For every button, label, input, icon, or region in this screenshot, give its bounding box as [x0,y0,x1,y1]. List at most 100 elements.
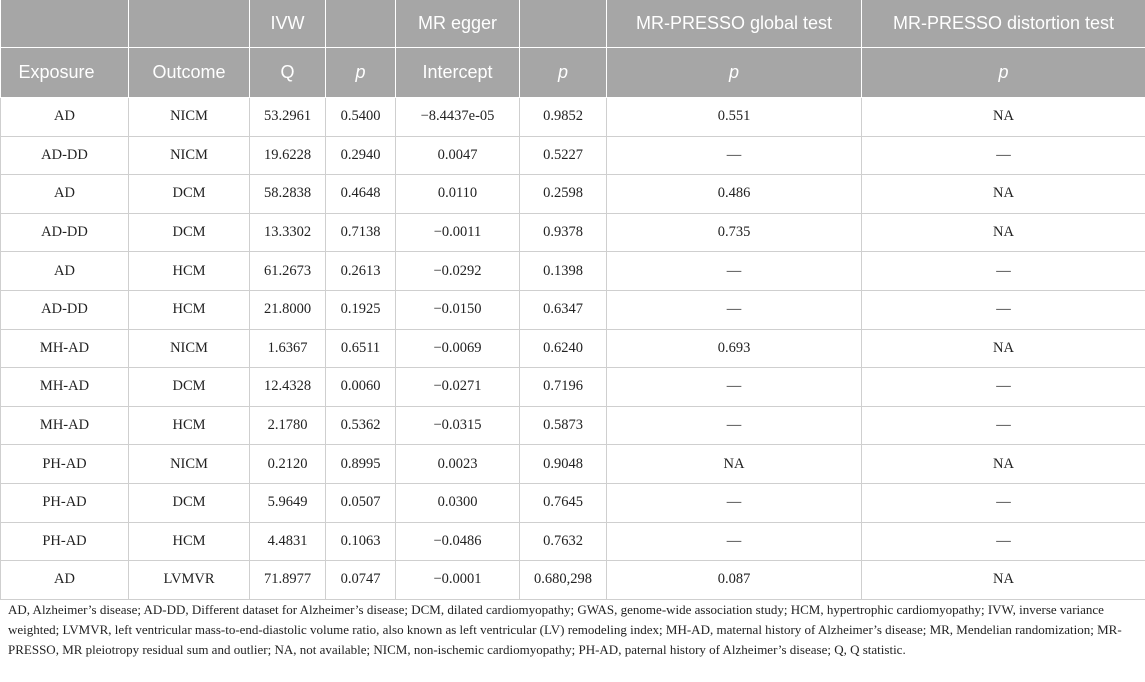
table-body: AD NICM 53.2961 0.5400 −8.4437e-05 0.9852 0.55… [0,97,1145,600]
header-mr-egger: MR egger [395,0,520,48]
cell-global-p: NA [606,444,862,484]
cell-outcome: LVMVR [128,560,250,600]
cell-distortion-p: NA [861,97,1145,137]
cell-exposure: AD [0,560,129,600]
table-footnote: AD, Alzheimer’s disease; AD-DD, Differen… [8,602,1122,657]
cell-egger-p: 0.7645 [519,483,607,523]
header-distortion-p: p [861,47,1145,98]
table-row: AD LVMVR 71.8977 0.0747 −0.0001 0.680,298 0.08… [0,560,1145,600]
header-egger-p: p [519,47,607,98]
header-exposure: Exposure [0,47,129,98]
cell-distortion-p: — [861,251,1145,291]
cell-distortion-p: — [861,406,1145,446]
table-header: IVW MR egger MR-PRESSO global test MR-PR… [0,0,1145,98]
cell-egger-p: 0.5227 [519,136,607,176]
cell-exposure: AD-DD [0,290,129,330]
cell-q: 2.1780 [249,406,326,446]
cell-ivw-p: 0.6511 [325,329,396,369]
cell-outcome: NICM [128,444,250,484]
cell-exposure: PH-AD [0,483,129,523]
cell-global-p: — [606,367,862,407]
header-presso-global: MR-PRESSO global test [606,0,862,48]
cell-global-p: — [606,290,862,330]
cell-exposure: AD [0,97,129,137]
cell-global-p: — [606,136,862,176]
table-row: AD HCM 61.2673 0.2613 −0.0292 0.1398— — [0,251,1145,291]
cell-global-p: 0.735 [606,213,862,253]
cell-exposure: MH-AD [0,406,129,446]
cell-distortion-p: — [861,290,1145,330]
cell-egger-p: 0.7632 [519,522,607,562]
header-ivw-p: p [325,47,396,98]
cell-outcome: HCM [128,251,250,291]
cell-q: 1.6367 [249,329,326,369]
cell-outcome: HCM [128,290,250,330]
cell-egger-p: 0.6347 [519,290,607,330]
cell-outcome: NICM [128,329,250,369]
cell-intercept: −0.0001 [395,560,520,600]
header-presso-distortion: MR-PRESSO distortion test [861,0,1145,48]
cell-global-p: — [606,522,862,562]
cell-q: 58.2838 [249,174,326,214]
cell-q: 0.2120 [249,444,326,484]
cell-ivw-p: 0.0747 [325,560,396,600]
cell-ivw-p: 0.2940 [325,136,396,176]
cell-outcome: NICM [128,136,250,176]
table-row: PH-AD NICM 0.2120 0.8995 0.0023 0.9048 NA NA [0,444,1145,484]
cell-q: 21.8000 [249,290,326,330]
cell-outcome: DCM [128,483,250,523]
cell-intercept: 0.0023 [395,444,520,484]
cell-intercept: −0.0486 [395,522,520,562]
cell-intercept: −0.0315 [395,406,520,446]
header-ivw: IVW [249,0,326,48]
cell-ivw-p: 0.2613 [325,251,396,291]
cell-ivw-p: 0.1063 [325,522,396,562]
cell-outcome: DCM [128,213,250,253]
cell-global-p: — [606,406,862,446]
cell-intercept: 0.0300 [395,483,520,523]
cell-intercept: 0.0110 [395,174,520,214]
cell-distortion-p: NA [861,329,1145,369]
cell-intercept: −0.0150 [395,290,520,330]
header-cell-empty [0,0,129,48]
cell-ivw-p: 0.1925 [325,290,396,330]
header-cell-empty [128,0,250,48]
cell-outcome: HCM [128,406,250,446]
cell-intercept: −0.0011 [395,213,520,253]
cell-distortion-p: — [861,522,1145,562]
cell-intercept: −0.0069 [395,329,520,369]
cell-distortion-p: — [861,367,1145,407]
table-row: AD NICM 53.2961 0.5400 −8.4437e-05 0.9852 0.55… [0,97,1145,137]
header-row-columns: Exposure Outcome Q p Intercept p p p [0,47,1145,98]
cell-q: 12.4328 [249,367,326,407]
cell-outcome: DCM [128,174,250,214]
cell-exposure: AD-DD [0,136,129,176]
cell-global-p: 0.087 [606,560,862,600]
table-row: AD-DD DCM 13.3302 0.7138 −0.0011 0.9378 0.735 N… [0,213,1145,253]
cell-ivw-p: 0.7138 [325,213,396,253]
cell-intercept: −0.0271 [395,367,520,407]
cell-distortion-p: — [861,483,1145,523]
table-row: PH-AD HCM 4.4831 0.1063 −0.0486 0.7632— — [0,522,1145,562]
cell-global-p: 0.551 [606,97,862,137]
cell-egger-p: 0.9852 [519,97,607,137]
cell-q: 19.6228 [249,136,326,176]
cell-ivw-p: 0.0060 [325,367,396,407]
cell-egger-p: 0.680,298 [519,560,607,600]
header-row-group: IVW MR egger MR-PRESSO global test MR-PR… [0,0,1145,48]
table-row: PH-AD DCM 5.9649 0.0507 0.0300 0.7645— — [0,483,1145,523]
cell-ivw-p: 0.0507 [325,483,396,523]
cell-q: 71.8977 [249,560,326,600]
cell-q: 13.3302 [249,213,326,253]
cell-intercept: 0.0047 [395,136,520,176]
cell-exposure: AD [0,174,129,214]
cell-global-p: — [606,251,862,291]
mr-sensitivity-table: IVW MR egger MR-PRESSO global test MR-PR… [0,0,1145,600]
table-row: AD-DD HCM 21.8000 0.1925 −0.0150 0.6347— — [0,290,1145,330]
cell-exposure: AD [0,251,129,291]
cell-ivw-p: 0.8995 [325,444,396,484]
header-q: Q [249,47,326,98]
cell-distortion-p: NA [861,174,1145,214]
header-intercept: Intercept [395,47,520,98]
cell-ivw-p: 0.5400 [325,97,396,137]
